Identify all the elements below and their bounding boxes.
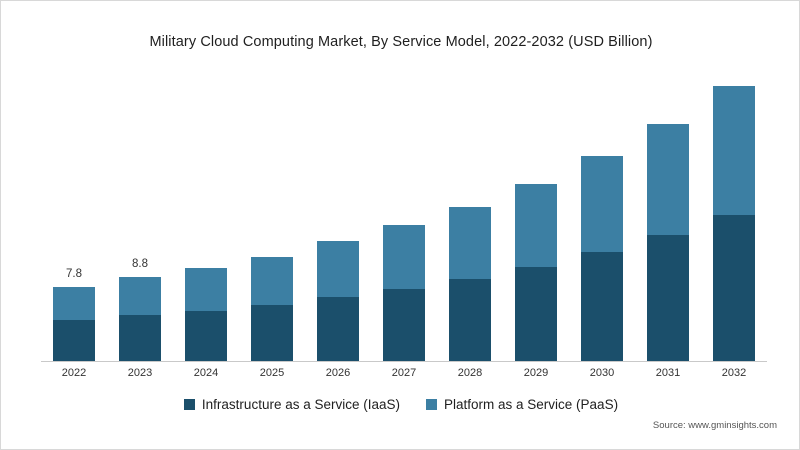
legend-swatch-iaas [183, 399, 195, 410]
x-tick-label: 2027 [391, 367, 417, 379]
bar-segment-paas [317, 241, 359, 298]
bar-segment-iaas [581, 251, 623, 361]
legend-label-paas: Platform as a Service (PaaS) [444, 397, 619, 412]
bar-segment-paas [251, 256, 293, 305]
bar-group [251, 256, 293, 361]
page-title: Military Cloud Computing Market, By Serv… [149, 34, 653, 50]
bar-segment-iaas [119, 315, 161, 361]
x-tick-label: 2023 [127, 367, 153, 379]
bar-group [317, 241, 359, 361]
bar-group [119, 277, 161, 361]
bar-group [515, 184, 557, 361]
bar-group [647, 123, 689, 361]
x-tick-label: 2030 [589, 367, 615, 379]
x-tick-label: 2022 [61, 367, 87, 379]
source-note: Source: www.gminsights.com [652, 420, 777, 431]
x-tick-label: 2032 [721, 367, 747, 379]
x-tick-label: 2031 [655, 367, 681, 379]
bar-group [53, 286, 95, 361]
bar-segment-paas [713, 86, 755, 215]
x-tick-label: 2025 [259, 367, 285, 379]
bar-segment-iaas [515, 266, 557, 361]
bar-segment-paas [185, 267, 227, 311]
bar-segment-iaas [251, 304, 293, 361]
x-axis-line [41, 361, 767, 362]
bar-group [449, 207, 491, 361]
bar-segment-paas [647, 123, 689, 235]
bar-segment-iaas [317, 297, 359, 361]
legend-swatch-paas [426, 399, 437, 410]
bar-segment-paas [119, 277, 161, 316]
bar-segment-iaas [383, 288, 425, 361]
bar-value-label: 7.8 [66, 267, 82, 280]
bar-segment-iaas [647, 234, 689, 361]
legend: Infrastructure as a Service (IaaS) Platf… [1, 397, 800, 412]
bar-segment-paas [515, 184, 557, 267]
x-tick-label: 2028 [457, 367, 483, 379]
bar-value-label: 8.8 [132, 258, 148, 271]
bar-group [581, 155, 623, 361]
plot-area [41, 76, 767, 361]
legend-label-iaas: Infrastructure as a Service (IaaS) [201, 397, 400, 412]
bar-segment-iaas [53, 320, 95, 361]
x-tick-label: 2029 [523, 367, 549, 379]
bar-segment-paas [449, 207, 491, 280]
bar-group [713, 86, 755, 361]
x-tick-label: 2026 [325, 367, 351, 379]
bar-group [185, 267, 227, 361]
bar-segment-iaas [449, 279, 491, 361]
bar-segment-iaas [713, 214, 755, 361]
x-tick-label: 2024 [193, 367, 219, 379]
legend-item-iaas: Infrastructure as a Service (IaaS) [183, 397, 400, 412]
legend-item-paas: Platform as a Service (PaaS) [426, 397, 618, 412]
bar-segment-paas [383, 225, 425, 289]
bar-segment-paas [581, 155, 623, 252]
bar-segment-iaas [185, 310, 227, 361]
bar-group [383, 225, 425, 361]
bar-segment-paas [53, 286, 95, 321]
